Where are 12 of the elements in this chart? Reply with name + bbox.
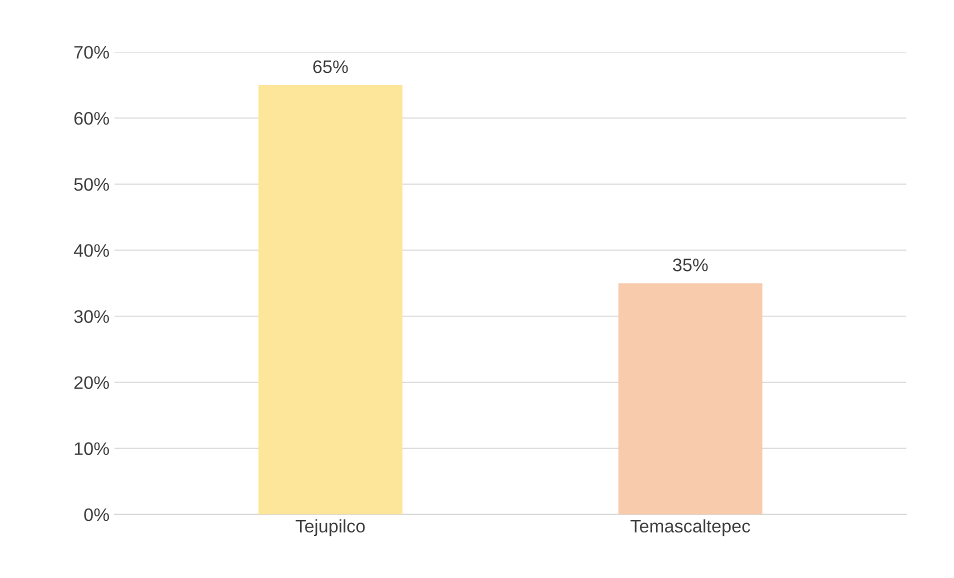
y-tick-label: 30% [74,310,109,323]
y-tick-label: 20% [74,376,109,390]
y-tick-label: 70% [74,46,109,59]
y-tick-label: 50% [74,178,109,191]
y-tick-label: 10% [74,442,109,456]
data-label: 65% [313,60,348,74]
y-tick-label: 60% [74,112,109,125]
data-label: 35% [672,258,708,272]
y-tick-label: 40% [74,244,109,257]
y-tick-label: 0% [84,508,109,522]
x-tick-label: Tejupilco [296,519,365,536]
x-tick-label: Temascaltepec [630,519,750,536]
